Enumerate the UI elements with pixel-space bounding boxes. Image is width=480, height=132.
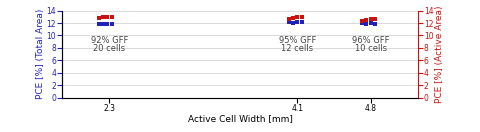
Text: 10 cells: 10 cells [355, 44, 387, 53]
Y-axis label: PCE [%] (Active Area): PCE [%] (Active Area) [435, 5, 444, 103]
Text: 95% GFF: 95% GFF [279, 36, 316, 45]
Y-axis label: PCE [%] (Total Area): PCE [%] (Total Area) [36, 9, 45, 99]
Text: 20 cells: 20 cells [93, 44, 125, 53]
Text: 12 cells: 12 cells [281, 44, 313, 53]
Text: 96% GFF: 96% GFF [352, 36, 389, 45]
Text: 92% GFF: 92% GFF [91, 36, 128, 45]
X-axis label: Active Cell Width [mm]: Active Cell Width [mm] [188, 114, 292, 123]
